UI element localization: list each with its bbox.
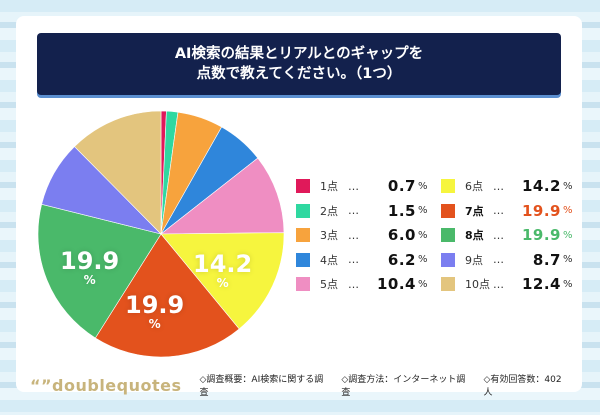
legend-swatch xyxy=(296,277,310,291)
legend-value: 19.9 xyxy=(521,201,561,220)
chart-title: AI検索の結果とリアルとのギャップを 点数で教えてください。（1つ） xyxy=(37,33,561,95)
legend-item-4: 4点 … 6.2% xyxy=(296,250,428,270)
legend-dots: … xyxy=(348,228,359,242)
legend-dots: … xyxy=(348,277,359,291)
footer-summary: ◇調査概要：AI検索に関する調査 xyxy=(199,375,324,398)
legend-swatch xyxy=(441,179,455,193)
slice-label-8: 19.9 % xyxy=(60,247,120,287)
legend-value: 6.2 xyxy=(387,250,416,269)
legend-unit: % xyxy=(563,180,573,192)
legend-swatch xyxy=(296,252,310,267)
legend-value: 6.0 xyxy=(387,226,416,244)
legend-label: 8点 xyxy=(465,229,484,242)
title-line-2: 点数で教えてください。（1つ） xyxy=(196,66,402,82)
legend-dots: … xyxy=(348,253,359,266)
legend-unit: % xyxy=(418,180,428,192)
legend-swatch xyxy=(296,228,310,242)
legend-swatch xyxy=(441,228,455,242)
legend-value: 8.7 xyxy=(532,250,561,269)
title-line-1: AI検索の結果とリアルとのギャップを xyxy=(174,46,424,62)
legend-value: 12.4 xyxy=(521,275,561,293)
legend-value: 1.5 xyxy=(387,201,416,220)
footer-method: ◇調査方法：インターネット調査 xyxy=(341,375,466,398)
legend-item-3: 3点 … 6.0% xyxy=(296,225,428,245)
legend-value: 10.4 xyxy=(376,275,416,293)
legend-item-1: 1点 … 0.7% xyxy=(296,176,428,196)
legend-dots: … xyxy=(493,253,504,266)
legend-label: 3点 xyxy=(320,229,338,242)
footer: “”doublequotes ◇調査概要：AI検索に関する調査 ◇調査方法：イン… xyxy=(30,372,580,398)
pie-slice-5 xyxy=(160,157,284,235)
pie-slice-8 xyxy=(38,203,162,339)
legend-item-5: 5点 … 10.4% xyxy=(296,274,428,294)
legend-dots: … xyxy=(348,204,359,217)
legend-swatch xyxy=(441,252,455,267)
legend-item-10: 10点… 12.4% xyxy=(441,274,573,294)
legend-unit: % xyxy=(418,254,428,265)
legend-dots: … xyxy=(348,179,359,193)
legend-value: 14.2 xyxy=(521,177,561,195)
legend-swatch xyxy=(441,277,455,291)
legend-unit: % xyxy=(563,278,573,290)
legend-dots: … xyxy=(493,204,504,217)
legend-value: 19.9 xyxy=(521,226,561,244)
legend-label: 7点 xyxy=(465,204,484,218)
footer-count: ◇有効回答数：402人 xyxy=(483,375,562,398)
legend-value: 0.7 xyxy=(387,177,416,195)
legend-dots: … xyxy=(493,277,504,291)
legend-label: 4点 xyxy=(320,253,338,267)
legend-item-8: 8点 … 19.9% xyxy=(441,225,573,245)
legend-item-6: 6点 … 14.2% xyxy=(441,176,573,196)
brand-logo: “”doublequotes xyxy=(30,375,182,395)
slice-label-7: 19.9 % xyxy=(125,291,185,331)
legend-label: 1点 xyxy=(320,180,338,193)
pie-chart xyxy=(38,111,284,357)
legend-unit: % xyxy=(563,229,573,241)
pie-slice-10 xyxy=(74,111,162,235)
legend-unit: % xyxy=(418,229,428,241)
pie-slice-6 xyxy=(160,232,284,330)
legend-item-7: 7点 … 19.9% xyxy=(441,201,573,221)
legend-label: 5点 xyxy=(320,278,338,291)
legend-item-2: 2点 … 1.5% xyxy=(296,201,428,221)
legend-label: 2点 xyxy=(320,204,338,218)
pie-slice-7 xyxy=(94,233,240,357)
legend-item-9: 9点 … 8.7% xyxy=(441,250,573,270)
legend-label: 9点 xyxy=(465,253,483,267)
legend-unit: % xyxy=(563,254,573,265)
legend-unit: % xyxy=(563,205,573,216)
slice-label-6: 14.2 % xyxy=(193,250,253,290)
legend-swatch xyxy=(441,203,455,218)
legend-unit: % xyxy=(418,205,428,216)
legend-dots: … xyxy=(493,228,504,242)
legend-dots: … xyxy=(493,179,504,193)
legend-swatch xyxy=(296,203,310,218)
legend-label: 10点 xyxy=(465,278,490,291)
legend-swatch xyxy=(296,179,310,193)
legend-unit: % xyxy=(418,278,428,290)
legend-label: 6点 xyxy=(465,180,483,193)
